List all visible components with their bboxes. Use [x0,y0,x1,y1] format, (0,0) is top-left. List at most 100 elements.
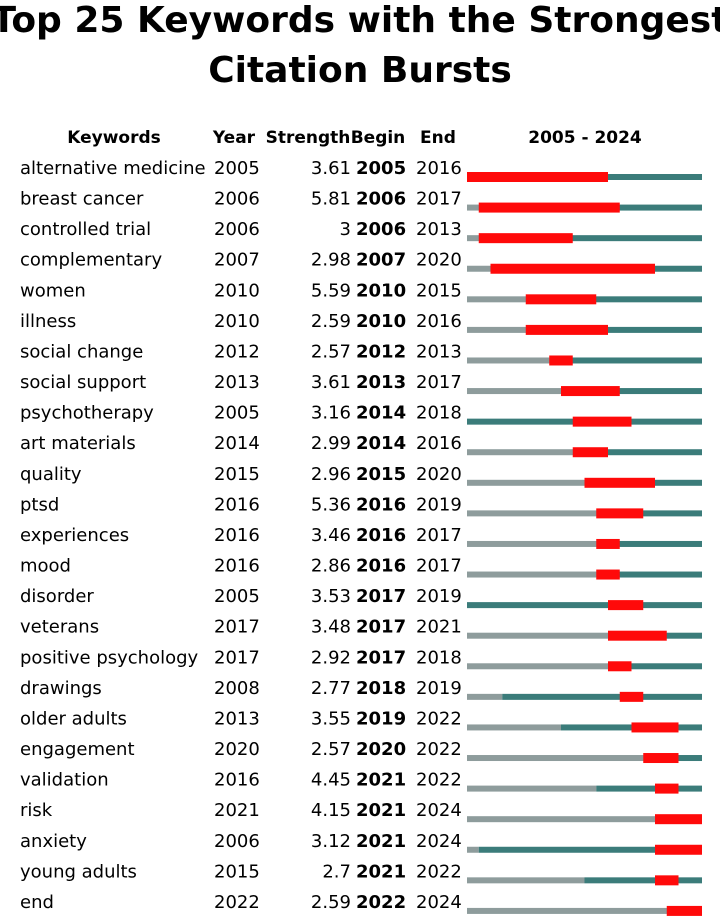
begin: 2010 [356,280,406,301]
begin: 2015 [356,464,406,485]
begin: 2022 [356,892,406,913]
begin: 2006 [356,219,406,240]
year: 2021 [214,800,260,821]
keyword: psychotherapy [20,403,154,424]
keyword: social support [20,372,146,393]
title-line: Top 25 Keywords with the Strongest [0,0,720,41]
begin: 2005 [356,158,406,179]
pre-period [467,846,479,853]
pre-period [467,326,526,333]
year: 2014 [214,433,260,454]
end-year: 2020 [416,250,462,271]
year: 2016 [214,494,260,515]
burst-bar [561,386,620,397]
end-year: 2017 [416,556,462,577]
pre-period [467,907,667,914]
keyword: experiences [20,525,129,546]
pre-period [467,816,655,823]
active-period [596,540,702,547]
strength: 3.53 [311,586,351,607]
strength: 2.59 [311,311,351,332]
year: 2012 [214,341,260,362]
year: 2016 [214,525,260,546]
burst-bar [608,600,644,611]
strength: 2.86 [311,556,351,577]
column-header: Strength [266,128,351,148]
begin: 2012 [356,341,406,362]
keyword: complementary [20,250,162,271]
burst-bar [666,905,702,916]
burst-bar [478,233,573,244]
active-period [478,235,702,242]
begin: 2014 [356,433,406,454]
burst-bar [525,324,608,335]
pre-period [467,632,608,639]
strength: 3.61 [311,158,351,179]
begin: 2017 [356,617,406,638]
end-year: 2017 [416,525,462,546]
burst-bar [572,416,632,427]
keyword: mood [20,556,71,577]
strength: 3.61 [311,372,351,393]
end-year: 2022 [416,739,462,760]
begin: 2021 [356,861,406,882]
strength: 3 [340,219,351,240]
end-year: 2022 [416,861,462,882]
begin: 2016 [356,494,406,515]
strength: 3.55 [311,708,351,729]
strength: 2.57 [311,341,351,362]
active-period [467,602,702,609]
begin: 2006 [356,189,406,210]
year: 2008 [214,678,260,699]
keyword: drawings [20,678,102,699]
end-year: 2019 [416,586,462,607]
begin: 2017 [356,586,406,607]
active-period [608,663,702,670]
keyword: young adults [20,861,137,882]
end-year: 2016 [416,433,462,454]
burst-bar [572,447,608,458]
year: 2022 [214,892,260,913]
burst-bar [525,294,597,305]
active-period [572,449,702,456]
strength: 3.46 [311,525,351,546]
pre-period [467,755,644,762]
strength: 5.59 [311,280,351,301]
column-header: Year [212,128,256,148]
pre-period [467,510,597,517]
begin: 2010 [356,311,406,332]
range-header: 2005 - 2024 [528,128,642,148]
end-year: 2024 [416,800,462,821]
pre-period [467,693,503,700]
strength: 2.92 [311,647,351,668]
burst-bar [584,477,655,488]
end-year: 2017 [416,372,462,393]
pre-period [467,540,597,547]
keyword: validation [20,770,109,791]
year: 2015 [214,861,260,882]
title-line: Citation Bursts [208,50,512,91]
pre-period [467,479,585,486]
year: 2013 [214,708,260,729]
pre-period [467,204,479,211]
strength: 4.15 [311,800,351,821]
year: 2005 [214,158,260,179]
end-year: 2021 [416,617,462,638]
burst-bar [655,875,679,886]
active-period [584,877,702,884]
pre-period [467,357,550,364]
keyword: veterans [20,617,99,638]
pre-period [467,571,597,578]
end-year: 2019 [416,678,462,699]
active-period [502,693,702,700]
year: 2017 [214,617,260,638]
keyword: quality [20,464,82,485]
year: 2006 [214,219,260,240]
year: 2016 [214,556,260,577]
active-period [478,846,702,853]
burst-bar [631,722,679,733]
year: 2005 [214,586,260,607]
keyword: social change [20,341,143,362]
strength: 2.77 [311,678,351,699]
begin: 2021 [356,770,406,791]
